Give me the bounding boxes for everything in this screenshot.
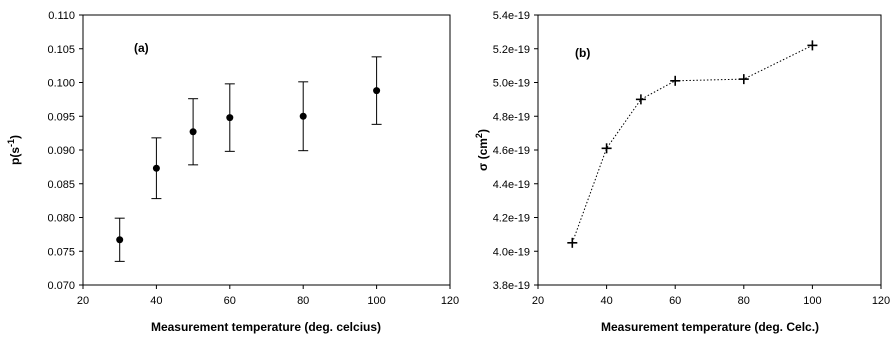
data-point-plus xyxy=(635,94,646,105)
y-ticks-a: 0.070 0.075 0.080 0.085 0.090 0.095 0.100 0.105… xyxy=(47,10,83,292)
x-tick-label: 80 xyxy=(297,295,309,307)
y-axis-title-a-end: ) xyxy=(8,135,22,139)
panel-label-a: (a) xyxy=(134,41,149,55)
x-tick-label: 20 xyxy=(77,295,89,307)
x-tick-label: 120 xyxy=(872,295,890,307)
x-tick-label: 100 xyxy=(803,295,821,307)
x-tick-label: 60 xyxy=(669,295,681,307)
y-tick-label: 0.095 xyxy=(47,111,75,123)
plot-frame-a xyxy=(82,14,451,286)
y-axis-title-a: p(s-1) xyxy=(6,135,22,165)
x-tick-label: 120 xyxy=(441,295,459,307)
y-tick-label: 0.110 xyxy=(48,10,75,22)
y-axis-title-b: σ (cm2) xyxy=(474,129,490,171)
y-tick-label: 5.2e-19 xyxy=(493,44,530,56)
x-tick-label: 80 xyxy=(738,295,750,307)
x-tick-label: 40 xyxy=(150,295,162,307)
y-tick-label: 4.4e-19 xyxy=(493,179,530,191)
x-tick-label: 60 xyxy=(224,295,236,307)
data-point-plus xyxy=(738,74,749,85)
y-tick-label: 0.100 xyxy=(47,78,75,90)
x-tick-label: 20 xyxy=(532,295,544,307)
y-tick-label: 4.6e-19 xyxy=(493,145,530,157)
y-axis-title-b-end: ) xyxy=(476,129,490,133)
x-axis-title-a: Measurement temperature (deg. celcius) xyxy=(151,320,381,334)
y-tick-label: 0.070 xyxy=(47,280,75,292)
x-axis-title-b: Measurement temperature (deg. Celc.) xyxy=(601,320,819,334)
data-point xyxy=(299,112,307,120)
points-a xyxy=(116,87,381,244)
y-tick-label: 0.075 xyxy=(47,246,75,258)
y-axis-title-a-main: p(s xyxy=(8,147,22,165)
y-tick-label: 4.0e-19 xyxy=(493,246,530,258)
error-bars-a xyxy=(114,56,382,262)
x-ticks-a: 20 40 60 80 100 120 xyxy=(77,285,459,307)
data-point xyxy=(116,236,124,244)
y-tick-label: 0.080 xyxy=(47,213,75,225)
y-tick-label: 0.090 xyxy=(47,145,75,157)
series-line-b xyxy=(571,44,813,243)
x-tick-label: 40 xyxy=(600,295,612,307)
y-ticks-b: 3.8e-19 4.0e-19 4.2e-19 4.4e-19 4.6e-19 4.8e-… xyxy=(493,10,538,292)
y-tick-label: 5.0e-19 xyxy=(493,78,530,90)
data-point xyxy=(226,114,234,122)
data-point xyxy=(152,164,160,172)
points-b xyxy=(567,40,818,248)
y-axis-title-b-sup: 2 xyxy=(474,133,484,138)
y-tick-label: 0.085 xyxy=(47,179,75,191)
y-tick-label: 0.105 xyxy=(47,44,75,56)
y-axis-title-b-main: σ (cm xyxy=(476,138,490,171)
y-tick-label: 5.4e-19 xyxy=(493,10,530,22)
panel-b: 3.8e-19 4.0e-19 4.2e-19 4.4e-19 4.6e-19 4.8e-… xyxy=(474,10,890,334)
x-ticks-b: 20 40 60 80 100 120 xyxy=(532,285,890,307)
y-tick-label: 4.2e-19 xyxy=(493,213,530,225)
data-point xyxy=(373,87,381,95)
data-point-plus xyxy=(601,143,612,154)
panel-a: 0.070 0.075 0.080 0.085 0.090 0.095 0.100 0.105… xyxy=(6,10,459,334)
data-point-plus xyxy=(670,75,681,86)
y-axis-title-a-sup: -1 xyxy=(6,139,16,147)
y-tick-label: 3.8e-19 xyxy=(493,280,530,292)
x-tick-label: 100 xyxy=(367,295,385,307)
panel-label-b: (b) xyxy=(575,46,590,60)
data-point-plus xyxy=(567,237,578,248)
y-tick-label: 4.8e-19 xyxy=(493,111,530,123)
data-point xyxy=(189,128,197,136)
data-point-plus xyxy=(807,40,818,51)
